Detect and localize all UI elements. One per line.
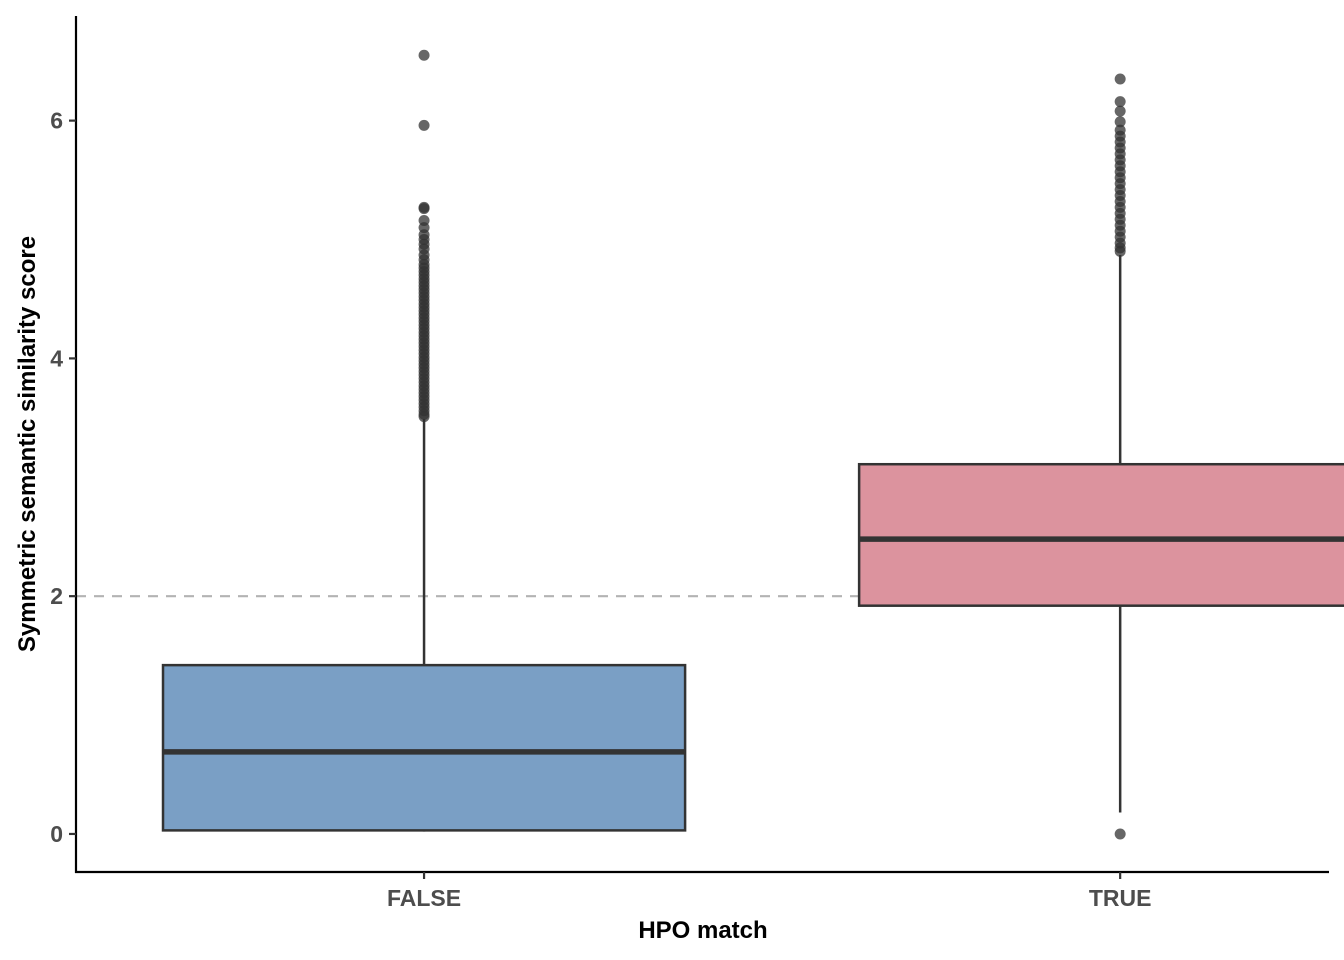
outlier-point (418, 49, 430, 61)
iqr-box (857, 462, 1344, 607)
box-layer (161, 49, 1344, 840)
outlier-point (1114, 73, 1126, 85)
outlier-point (1114, 245, 1126, 257)
x-axis-title: HPO match (638, 917, 767, 944)
y-tick-label: 6 (50, 108, 63, 134)
outlier-point (1114, 116, 1126, 128)
outlier-point (1114, 828, 1126, 840)
outlier-point (1114, 96, 1126, 108)
y-tick-label: 4 (50, 345, 63, 371)
tick-layer: FALSE TRUE 0 2 4 6 (50, 108, 1151, 911)
y-tick-label: 0 (50, 821, 63, 847)
outlier-point (1114, 105, 1126, 117)
outlier-point (418, 119, 430, 131)
y-axis-title: Symmetric semantic similarity score (14, 236, 41, 652)
y-tick-label: 2 (50, 583, 63, 609)
x-tick-label: FALSE (387, 885, 461, 911)
x-tick-label: TRUE (1089, 885, 1152, 911)
outlier-point (418, 203, 430, 215)
box-false (161, 49, 687, 832)
iqr-box (161, 663, 687, 832)
outlier-point (418, 411, 430, 423)
box-true (857, 73, 1344, 840)
